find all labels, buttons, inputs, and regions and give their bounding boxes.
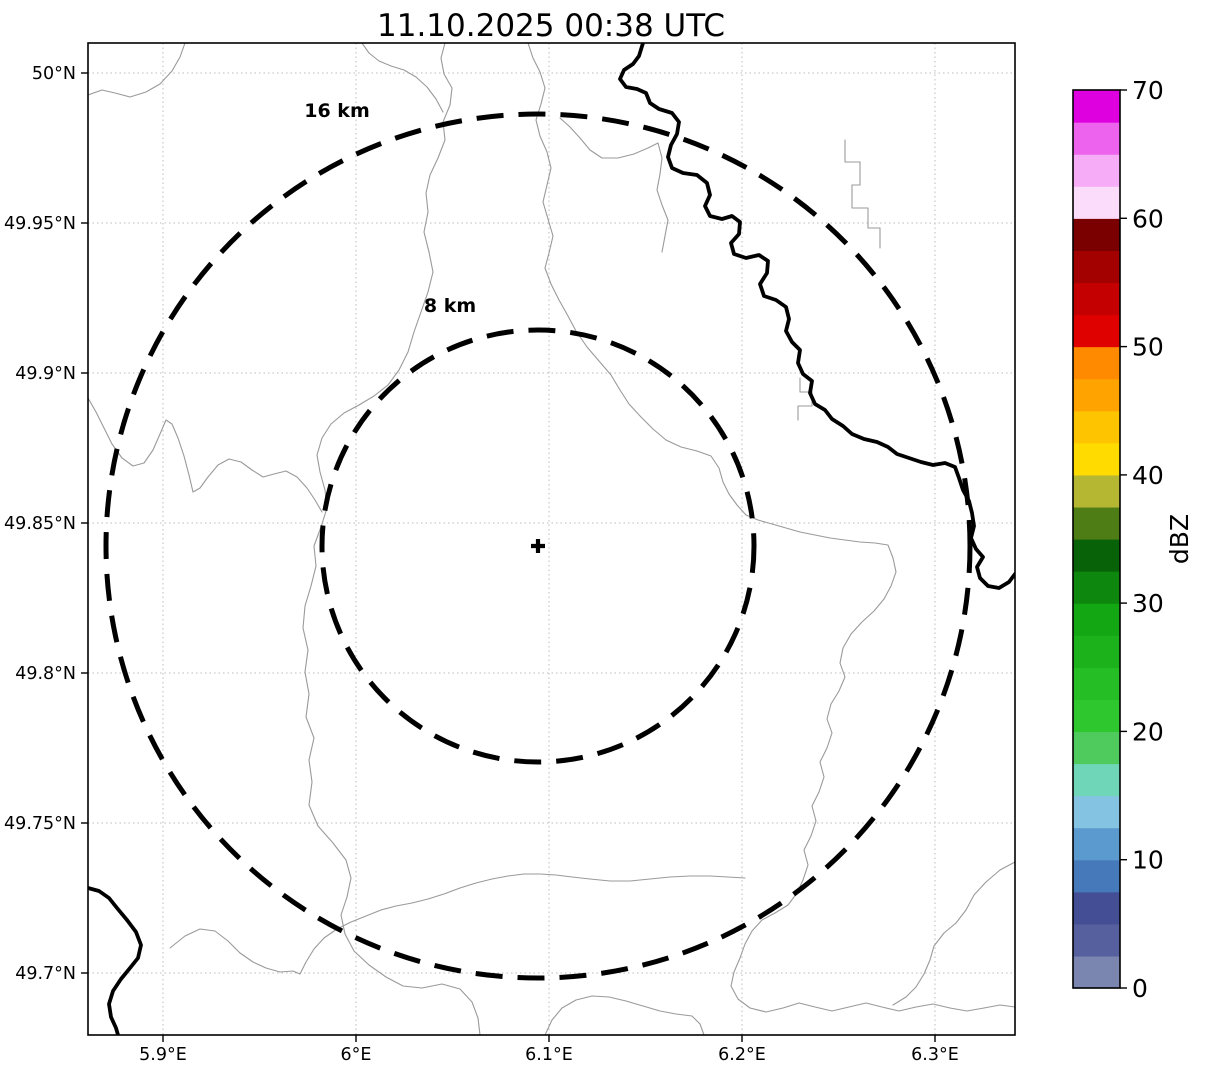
colorbar-band [1073, 250, 1120, 284]
colorbar-band [1073, 218, 1120, 251]
colorbar-band [1073, 442, 1120, 476]
colorbar-band [1073, 539, 1120, 572]
colorbar-tick-label: 20 [1132, 717, 1164, 746]
colorbar-band [1073, 891, 1120, 925]
colorbar-band [1073, 827, 1120, 861]
colorbar-band [1073, 795, 1120, 829]
colorbar-band [1073, 571, 1120, 604]
range-ring-8km [319, 327, 757, 765]
colorbar-unit-label: dBZ [1165, 514, 1194, 564]
colorbar-band [1073, 699, 1120, 733]
lat-tick-label: 50°N [32, 64, 76, 84]
colorbar-band [1073, 314, 1120, 348]
lat-tick-label: 49.85°N [4, 514, 76, 534]
colorbar-band [1073, 186, 1120, 219]
lon-tick-label: 6°E [341, 1045, 372, 1065]
range-ring-16km-label: 16 km [304, 100, 370, 122]
colorbar-band [1073, 635, 1120, 668]
colorbar-band [1073, 346, 1120, 380]
colorbar-tick-label: 70 [1132, 76, 1164, 105]
radar-site-marker [531, 539, 545, 553]
colorbar-band [1073, 378, 1120, 412]
colorbar-band [1073, 154, 1120, 187]
colorbar-band [1073, 410, 1120, 444]
graticule-grid [88, 43, 1015, 1035]
range-ring-8km-label: 8 km [424, 295, 476, 317]
longitude-axis: 5.9°E 6°E 6.1°E 6.2°E 6.3°E [139, 1035, 959, 1065]
lat-tick-label: 49.75°N [4, 814, 76, 834]
colorbar-outline [1072, 89, 1121, 989]
colorbar-band [1073, 955, 1120, 989]
lon-tick-label: 6.3°E [911, 1045, 959, 1065]
colorbar-band [1073, 731, 1120, 765]
colorbar-tick-label: 10 [1132, 846, 1164, 875]
lon-tick-label: 6.2°E [718, 1045, 766, 1065]
map-panel: 16 km 8 km 50°N 49.95°N 49.9°N 49.85°N 4… [4, 42, 1016, 1065]
admin-boundary-lines [88, 43, 1015, 1035]
country-border-lines [88, 43, 1015, 1035]
range-rings [103, 111, 973, 981]
colorbar: 0 10 20 30 40 50 60 70 dBZ [1072, 76, 1194, 1003]
colorbar-band [1073, 474, 1120, 508]
colorbar-band [1073, 923, 1120, 957]
lat-tick-label: 49.7°N [15, 964, 76, 984]
range-ring-16km [103, 111, 973, 981]
colorbar-band [1073, 603, 1120, 636]
colorbar-bands [1073, 90, 1120, 989]
lat-tick-label: 49.8°N [15, 664, 76, 684]
map-frame [87, 42, 1016, 1036]
latitude-axis: 50°N 49.95°N 49.9°N 49.85°N 49.8°N 49.75… [4, 64, 88, 984]
colorbar-band [1073, 859, 1120, 893]
colorbar-band [1073, 506, 1120, 540]
colorbar-band [1073, 282, 1120, 316]
colorbar-tick-label: 50 [1132, 333, 1164, 362]
lat-tick-label: 49.95°N [4, 214, 76, 234]
colorbar-tick-label: 60 [1132, 204, 1164, 233]
colorbar-band [1073, 763, 1120, 797]
lon-tick-label: 5.9°E [139, 1045, 187, 1065]
lon-tick-label: 6.1°E [525, 1045, 573, 1065]
colorbar-band [1073, 122, 1120, 155]
lat-tick-label: 49.9°N [15, 364, 76, 384]
colorbar-ticks: 0 10 20 30 40 50 60 70 [1120, 76, 1164, 1003]
figure-title: 11.10.2025 00:38 UTC [377, 8, 725, 44]
colorbar-tick-label: 40 [1132, 461, 1164, 490]
colorbar-tick-label: 30 [1132, 589, 1164, 618]
colorbar-tick-label: 0 [1132, 974, 1148, 1003]
colorbar-band [1073, 667, 1120, 700]
colorbar-band [1073, 90, 1120, 123]
